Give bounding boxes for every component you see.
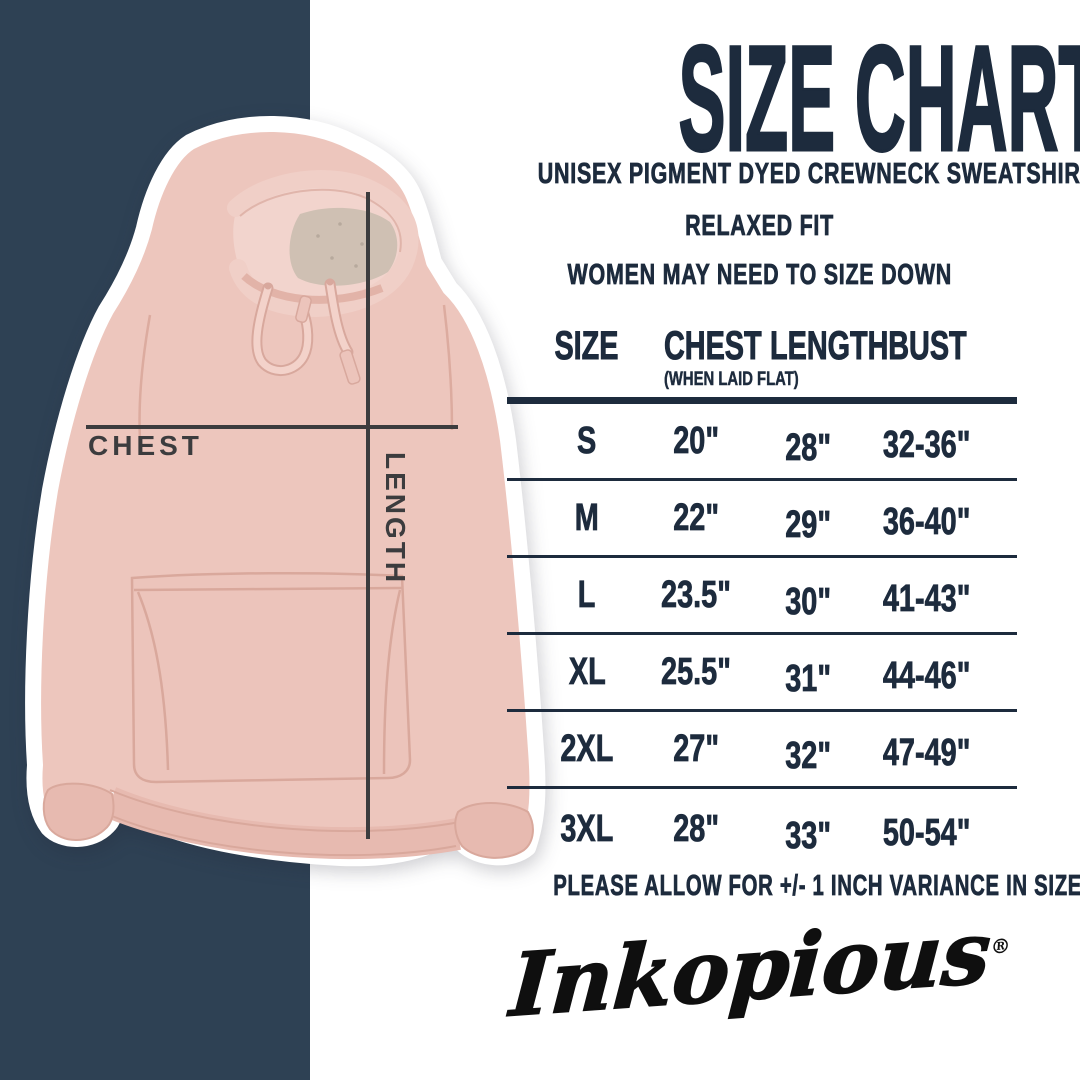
chest-measure-line xyxy=(86,425,458,429)
chest-measure-label: CHEST xyxy=(88,430,203,461)
table-row-s: S 20" 28" 32-36" xyxy=(507,404,1017,481)
size-table-header: SIZE CHEST (WHEN LAID FLAT) LENGTH BUST xyxy=(507,324,1017,390)
table-row-2xl: 2XL 27" 32" 47-49" xyxy=(507,712,1017,789)
size-chart-panel: SIZE CHART UNISEX PIGMENT DYED CREWNECK … xyxy=(440,0,1080,1080)
table-row-m: M 22" 29" 36-40" xyxy=(507,481,1017,558)
hood-rim xyxy=(227,170,419,318)
column-header-size: SIZE xyxy=(554,324,619,368)
column-header-chest: CHEST (WHEN LAID FLAT) xyxy=(645,326,799,390)
hoodie-hem xyxy=(103,787,461,860)
hoodie-pocket xyxy=(130,571,412,784)
column-header-bust: BUST xyxy=(887,324,967,368)
table-row-xl: XL 25.5" 31" 44-46" xyxy=(507,635,1017,712)
length-measure-label: LENGTH xyxy=(380,452,411,586)
hoodie-cuff-right xyxy=(454,802,534,859)
variance-note: PLEASE ALLOW FOR +/- 1 INCH VARIANCE IN … xyxy=(553,870,1080,902)
hoodie-drawstrings xyxy=(251,278,361,385)
page-title: SIZE CHART xyxy=(678,14,1080,182)
size-table-body: S 20" 28" 32-36" M 22" 29" 36-40" L 23.5… xyxy=(507,397,1017,869)
hoodie-photo xyxy=(33,124,538,860)
table-row-3xl: 3XL 28" 33" 50-54" xyxy=(560,808,971,857)
hoodie-cuff-left xyxy=(42,782,115,841)
table-row-l: L 23.5" 30" 41-43" xyxy=(507,558,1017,635)
hood-inner-heather xyxy=(289,207,398,286)
subtitle-sizing-advice: WOMEN MAY NEED TO SIZE DOWN xyxy=(567,259,953,291)
brand-logo: Inkopious® xyxy=(440,901,1080,1038)
chest-note: (WHEN LAID FLAT) xyxy=(663,369,799,390)
length-measure-line xyxy=(366,192,370,839)
subtitle-fit: RELAXED FIT xyxy=(685,210,835,242)
brand-logo-text: Inkopious xyxy=(506,901,994,1038)
column-header-length: LENGTH xyxy=(769,324,889,368)
registered-trademark-symbol: ® xyxy=(989,933,1012,959)
subtitle-product: UNISEX PIGMENT DYED CREWNECK SWEATSHIRT xyxy=(537,158,1080,190)
